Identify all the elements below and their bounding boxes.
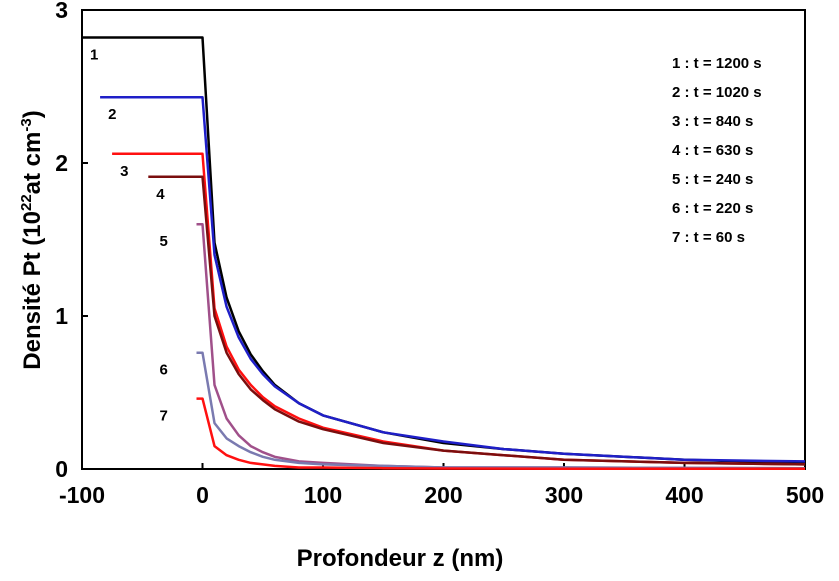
legend-entry: 3 : t = 840 s [672,113,753,130]
y-tick-label: 0 [55,456,68,482]
x-tick-label: 200 [424,482,462,508]
series-line-6 [196,351,806,470]
x-tick-label: 300 [545,482,583,508]
x-tick-label: -100 [59,482,105,508]
curve-label-7: 7 [159,408,167,425]
y-tick-label: 3 [55,0,68,23]
curve-label-3: 3 [120,163,128,180]
legend-entry: 2 : t = 1020 s [672,84,762,101]
curve-label-6: 6 [159,362,167,379]
x-tick-label: 400 [665,482,703,508]
curve-labels: 1 2 3 4 5 6 7 [90,47,168,425]
x-axis-title: Profondeur z (nm) [297,545,504,572]
legend-entry: 4 : t = 630 s [672,142,753,159]
curve-label-2: 2 [108,106,116,123]
curve-label-4: 4 [156,186,165,203]
series-line-1 [82,36,806,465]
y-axis-title-exp1: 22 [18,194,35,211]
y-axis-title: Densité Pt (1022at cm-3) [18,110,46,369]
legend-entry: 1 : t = 1200 s [672,55,762,72]
series-line-7 [196,397,806,471]
series-line-2 [100,95,806,463]
series-group [82,36,806,471]
curve-label-1: 1 [90,47,98,64]
legend-entry: 5 : t = 240 s [672,171,753,188]
y-axis-title-middle: at cm [19,132,46,195]
legend: 1 : t = 1200 s 2 : t = 1020 s 3 : t = 840 … [672,55,762,246]
y-axis-title-exp2: -3 [18,118,35,131]
legend-entry: 7 : t = 60 s [672,229,745,246]
series-line-4 [148,175,806,466]
y-tick-label: 1 [55,303,68,329]
curve-label-5: 5 [159,233,167,250]
series-line-5 [196,222,806,470]
x-tick-label: 0 [196,482,209,508]
y-tick-label: 2 [55,150,68,176]
legend-entry: 6 : t = 220 s [672,200,753,217]
y-axis-title-suffix: ) [19,110,46,118]
x-tick-label: 500 [786,482,824,508]
y-axis-title-prefix: Densité Pt (10 [19,211,46,370]
x-tick-label: 100 [304,482,342,508]
